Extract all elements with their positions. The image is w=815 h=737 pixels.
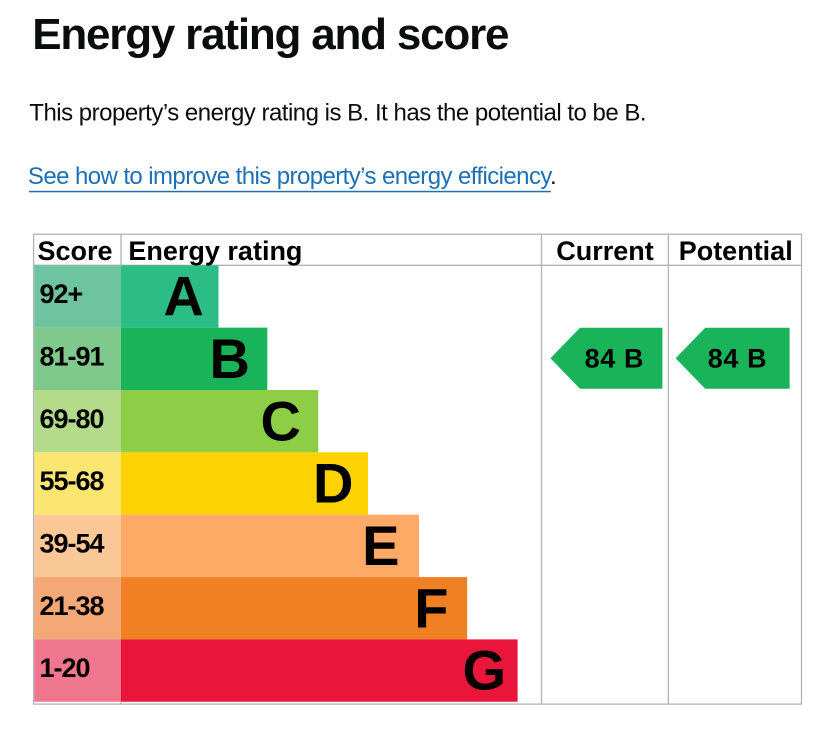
svg-text:Current: Current [556,236,654,266]
svg-text:92+: 92+ [40,279,83,309]
svg-text:G: G [462,639,506,702]
svg-text:D: D [313,452,353,515]
svg-text:39-54: 39-54 [40,529,105,559]
svg-text:69-80: 69-80 [40,404,104,434]
svg-text:84 B: 84 B [708,344,767,374]
svg-text:Energy rating and score: Energy rating and score [32,10,508,59]
svg-text:F: F [414,576,448,639]
svg-text:A: A [163,265,203,328]
svg-text:Energy rating: Energy rating [128,236,302,266]
svg-text:See how to improve this proper: See how to improve this property’s energ… [28,163,556,190]
svg-text:C: C [261,389,301,452]
svg-text:55-68: 55-68 [40,466,105,496]
svg-text:E: E [362,514,399,577]
svg-text:Score: Score [37,236,112,266]
svg-text:81-91: 81-91 [40,342,105,372]
svg-text:84 B: 84 B [585,344,644,374]
svg-text:1-20: 1-20 [40,653,90,683]
svg-text:Potential: Potential [679,236,793,266]
svg-text:This property’s energy rating: This property’s energy rating is B. It h… [29,99,646,126]
svg-text:21-38: 21-38 [40,591,105,621]
svg-text:B: B [210,327,250,390]
